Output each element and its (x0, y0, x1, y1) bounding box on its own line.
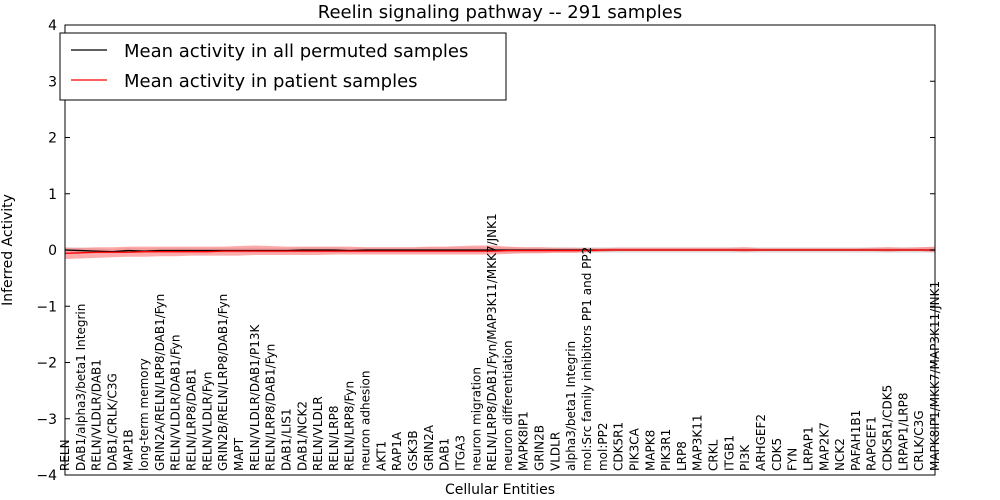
x-tick-label: LRPAP1/LRP8 (896, 392, 910, 471)
x-tick-label: GSK3B (406, 430, 420, 471)
x-tick-label: DAB1 (438, 438, 452, 471)
x-tick-label: GRIN2B/RELN/LRP8/DAB1/Fyn (216, 294, 230, 471)
plot-frame (64, 24, 936, 476)
x-tick-label: RELN/LRP8/DAB1/Fyn (264, 344, 278, 471)
x-tick-label: PI3K (738, 444, 752, 471)
x-tick-label: DAB1/alpha3/beta1 Integrin (74, 304, 88, 471)
x-tick-label: neuron migration (469, 367, 483, 471)
legend-label-permuted: Mean activity in all permuted samples (124, 41, 468, 62)
x-tick-label: ITGB1 (722, 435, 736, 471)
x-tick-label: RELN/LRP8 (327, 405, 341, 471)
x-tick-label: CDK5R1 (612, 422, 626, 471)
x-tick-label: PIK3R1 (659, 429, 673, 471)
x-tick-label: MAPK8IP1 (517, 411, 531, 471)
x-tick-label: RAP1A (390, 431, 404, 471)
legend: Mean activity in all permuted samples Me… (59, 32, 507, 101)
x-tick-label: CDK5R1/CDK5 (881, 385, 895, 471)
x-tick-label: CRLK/C3G (912, 410, 926, 471)
band-patient (65, 245, 935, 259)
y-axis-label: Inferred Activity (0, 194, 16, 306)
x-tick-label: FYN (786, 448, 800, 471)
x-tick-label: mol:Src family inhibitors PP1 and PP2 (580, 247, 594, 471)
x-tick-label: RELN/VLDLR/DAB1/P13K (248, 324, 262, 471)
y-tick-label: −1 (36, 299, 57, 315)
x-tick-label: LRP8 (675, 441, 689, 471)
x-tick-labels: RELN DAB1/alpha3/beta1 Integrin RELN/VLDLR… (58, 213, 942, 471)
y-axis-ticks: −4 −3 −2 −1 0 1 2 3 4 (36, 18, 935, 484)
x-tick-label: DAB1/CRLK/C3G (105, 373, 119, 471)
x-tick-label: RELN/VLDLR/Fyn (200, 372, 214, 471)
x-tick-label: AKT1 (374, 441, 388, 471)
x-tick-label: PAFAH1B1 (849, 410, 863, 471)
chart-title: Reelin signaling pathway -- 291 samples (318, 2, 682, 23)
series-line-patient (64, 249, 935, 255)
x-tick-label: alpha3/beta1 Integrin (564, 341, 578, 471)
x-tick-label: CRKL (707, 439, 721, 471)
x-tick-label: MAPK8IP1/MKK7/MAP3K11/JNK1 (928, 281, 942, 471)
x-tick-label: VLDLR (548, 432, 562, 471)
x-tick-label: mol:PP2 (596, 422, 610, 471)
x-tick-label: MAP1B (121, 429, 135, 471)
x-tick-label: NCK2 (833, 438, 847, 471)
x-tick-label: GRIN2A/RELN/LRP8/DAB1/Fyn (153, 294, 167, 471)
y-tick-label: 4 (48, 18, 57, 34)
x-tick-label: GRIN2A (422, 424, 436, 471)
y-tick-label: 1 (48, 187, 57, 203)
x-tick-label: DAB1/LIS1 (279, 408, 293, 471)
x-tick-label: RELN (58, 439, 72, 471)
x-tick-label: RELN/LRP8/Fyn (343, 381, 357, 471)
x-tick-label: RELN/LRP8/DAB1 (185, 368, 199, 471)
x-tick-label: MAP2K7 (817, 422, 831, 471)
x-tick-label: PIK3CA (627, 427, 641, 471)
x-tick-label: ARHGEF2 (754, 414, 768, 471)
x-tick-label: GRIN2B (533, 425, 547, 471)
x-tick-label: RELN/VLDLR/DAB1 (90, 359, 104, 471)
legend-label-patient: Mean activity in patient samples (124, 71, 418, 92)
x-tick-label: RELN/VLDLR/DAB1/Fyn (169, 335, 183, 471)
x-tick-label: RELN/LRP8/DAB1/Fyn/MAP3K11/MKK7/JNK1 (485, 213, 499, 471)
series-lines (64, 249, 935, 255)
x-tick-label: RELN/VLDLR (311, 396, 325, 471)
x-tick-label: MAPK8 (643, 430, 657, 471)
x-tick-label: RAPGEF1 (865, 416, 879, 471)
y-tick-label: −3 (36, 412, 57, 428)
y-tick-label: −2 (36, 356, 57, 372)
y-tick-label: 0 (48, 243, 57, 259)
x-tick-label: MAP3K11 (691, 414, 705, 471)
x-tick-label: neuron adhesion (359, 370, 373, 471)
x-tick-label: MAPT (232, 437, 246, 471)
y-tick-label: 3 (48, 74, 57, 90)
x-axis-label: Cellular Entities (445, 482, 555, 498)
y-tick-label: 2 (48, 131, 57, 147)
x-tick-label: LRPAP1 (801, 426, 815, 471)
x-tick-label: neuron differentiation (501, 340, 515, 471)
y-tick-label: −4 (36, 468, 57, 484)
x-tick-label: long-term memory (137, 358, 151, 471)
x-tick-label: DAB1/NCK2 (295, 401, 309, 471)
x-tick-label: CDK5 (770, 438, 784, 471)
x-tick-label: ITGA3 (453, 435, 467, 471)
legend-box (59, 32, 507, 101)
